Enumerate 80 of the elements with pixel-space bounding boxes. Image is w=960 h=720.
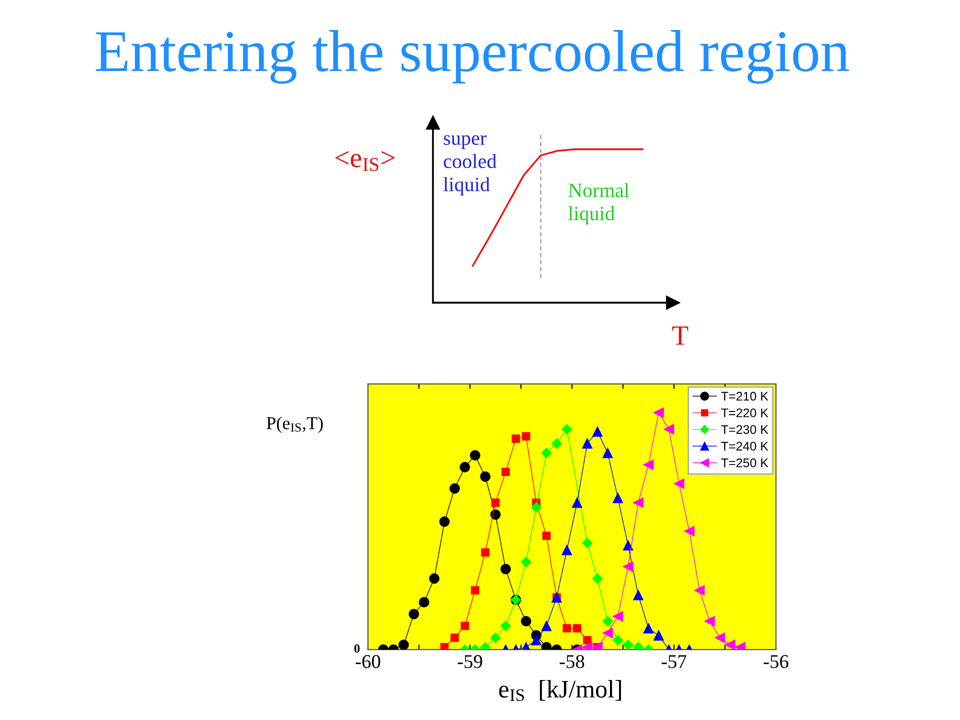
point: [408, 608, 420, 620]
point: [502, 468, 510, 476]
point: [582, 438, 592, 449]
x-axis-title: e$_{IS}$ [kJ/mol]: [499, 680, 621, 702]
point: [512, 434, 520, 443]
legend-label: T=210 K: [721, 392, 768, 401]
point: [684, 526, 694, 536]
point: [520, 556, 532, 568]
point: [633, 590, 644, 600]
point: [551, 438, 562, 449]
point: [542, 532, 551, 540]
legend-label: T=250 K: [721, 458, 768, 468]
point: [602, 628, 613, 638]
point: [633, 497, 644, 508]
point: [460, 622, 470, 630]
point: [470, 586, 480, 595]
point: [541, 620, 552, 632]
point: [643, 460, 654, 470]
point: [491, 498, 500, 507]
point: [664, 424, 674, 434]
x-tick-label: -60: [356, 655, 380, 668]
point: [704, 616, 715, 626]
x-tick-label: -59: [458, 655, 482, 668]
point: [500, 564, 511, 574]
point: [562, 624, 572, 632]
chart-title: Entering the supercooled region: [96, 30, 849, 84]
y-axis-title: P(e$_{IS}$,T): [266, 416, 323, 433]
point: [724, 640, 736, 650]
legend-label: T=230 K: [721, 425, 768, 434]
point: [429, 573, 440, 584]
point: [653, 630, 664, 641]
x-tick-label: -56: [764, 655, 788, 668]
legend-label: T=220 K: [721, 408, 768, 418]
point: [602, 616, 613, 626]
point: [531, 634, 542, 646]
point: [572, 624, 582, 632]
legend-label: T=240 K: [721, 442, 768, 451]
x-axis-title: T: [672, 326, 688, 345]
point: [450, 634, 459, 642]
point: [592, 426, 603, 437]
annotation: Normal liquid: [568, 182, 630, 224]
annotation: super cooled liquid: [443, 135, 496, 196]
point: [562, 544, 572, 556]
point: [418, 596, 430, 608]
point: [612, 611, 624, 622]
point: [592, 573, 603, 584]
point: [622, 640, 634, 650]
point: [622, 540, 634, 551]
point: [490, 632, 501, 643]
point: [694, 585, 705, 596]
point: [653, 407, 664, 418]
x-tick-label: -58: [560, 655, 584, 668]
point: [541, 448, 552, 458]
point: [480, 471, 490, 482]
point: [460, 462, 470, 472]
text: 0: [354, 644, 360, 653]
point: [602, 448, 613, 458]
point: [500, 620, 511, 632]
point: [572, 497, 582, 508]
point: [562, 424, 572, 434]
point: [622, 561, 634, 572]
point: [520, 616, 532, 626]
point: [398, 640, 409, 650]
point: [531, 502, 542, 513]
point: [612, 492, 624, 504]
point: [481, 548, 490, 557]
point: [522, 432, 530, 441]
point: [643, 623, 654, 634]
point: [612, 634, 624, 646]
point: [714, 632, 726, 643]
point: [583, 636, 592, 644]
y-axis-title: <e$_{IS}$>: [335, 151, 395, 171]
point: [582, 538, 593, 548]
point: [439, 516, 450, 527]
point: [449, 483, 460, 494]
x-tick-label: -57: [662, 655, 686, 668]
point: [674, 478, 684, 489]
point: [470, 450, 480, 461]
point: [440, 643, 449, 650]
point: [490, 509, 501, 520]
